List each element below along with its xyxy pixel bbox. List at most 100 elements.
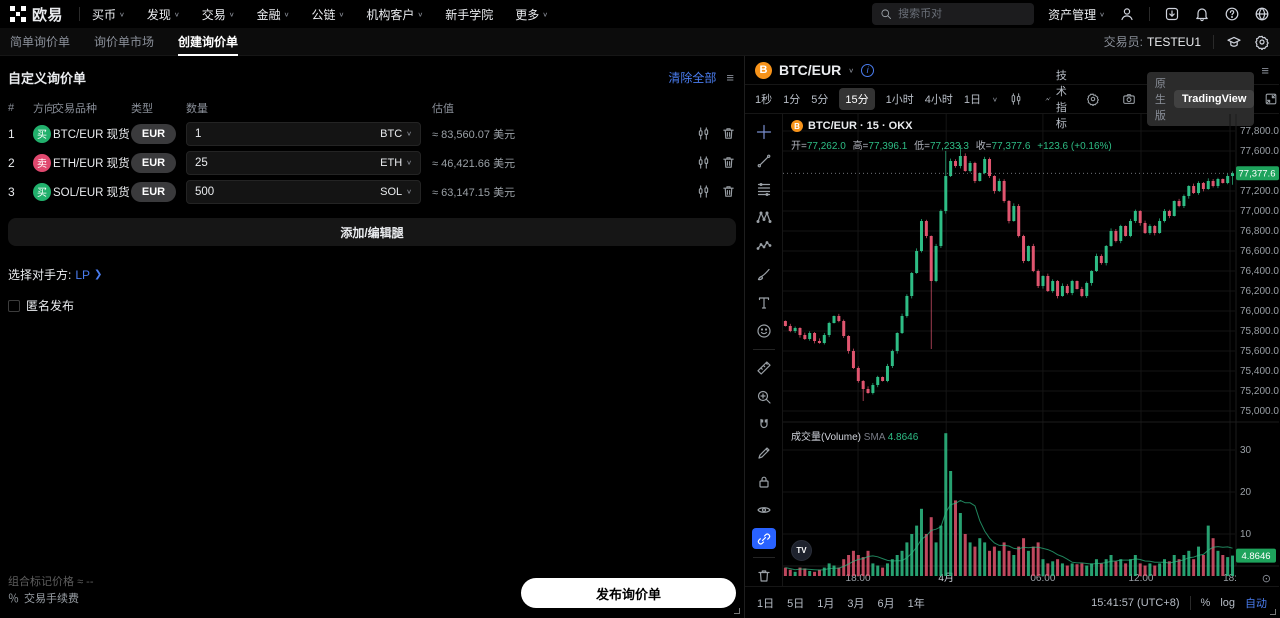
type-pill[interactable]: EUR xyxy=(131,123,176,144)
percent-scale-button[interactable]: % xyxy=(1200,596,1211,609)
search-input[interactable] xyxy=(898,8,1009,20)
panel-menu-icon[interactable]: ≡ xyxy=(726,70,734,85)
pair-selector[interactable]: ETH/EUR 现货❯ xyxy=(53,155,143,171)
fib-retracement-tool[interactable] xyxy=(752,179,776,199)
chevron-down-icon[interactable]: ∨ xyxy=(992,95,998,103)
trend-line-tool[interactable] xyxy=(752,150,776,170)
download-app-icon[interactable] xyxy=(1164,6,1180,22)
asset-management-menu[interactable]: 资产管理 ∨ xyxy=(1048,7,1105,22)
delete-trash-icon[interactable] xyxy=(721,126,736,141)
chevron-down-icon: ∨ xyxy=(406,187,412,196)
tab-simple-rfq[interactable]: 简单询价单 xyxy=(10,35,71,49)
unit-select[interactable]: ETH ∨ xyxy=(380,156,412,169)
nav-item-discover[interactable]: 发现 ∨ xyxy=(146,7,180,22)
user-icon[interactable] xyxy=(1119,6,1135,22)
ruler-tool[interactable] xyxy=(752,358,776,378)
publish-rfq-button[interactable]: 发布询价单 xyxy=(521,578,736,608)
nav-item-institutional[interactable]: 机构客户 ∨ xyxy=(366,7,424,22)
screenshot-camera-icon[interactable] xyxy=(1122,92,1136,106)
nav-item-chain[interactable]: 公链 ∨ xyxy=(311,7,345,22)
pair-selector[interactable]: BTC/EUR 现货❯ xyxy=(53,126,143,142)
nav-item-academy[interactable]: 新手学院 xyxy=(445,7,494,22)
clear-all-button[interactable]: 清除全部 xyxy=(668,71,717,85)
trader-cap-icon[interactable] xyxy=(1226,34,1242,50)
remove-drawings-trash-tool[interactable] xyxy=(752,566,776,586)
candles-icon[interactable] xyxy=(696,184,711,199)
log-scale-button[interactable]: log xyxy=(1220,596,1235,609)
elliott-wave-tool[interactable] xyxy=(752,236,776,256)
amount-input[interactable] xyxy=(195,185,381,198)
type-pill[interactable]: EUR xyxy=(131,181,176,202)
tf-5m[interactable]: 5分 xyxy=(811,94,829,106)
amount-input[interactable] xyxy=(195,127,381,140)
indicators-button[interactable]: 技术指标 xyxy=(1045,67,1075,131)
pair-selector[interactable]: SOL/EUR 现货❯ xyxy=(53,184,143,200)
info-icon[interactable]: i xyxy=(861,63,875,77)
chart-resize-handle[interactable] xyxy=(1270,609,1276,615)
unit-select[interactable]: SOL ∨ xyxy=(380,185,412,198)
anonymous-checkbox[interactable] xyxy=(8,299,20,312)
candles-icon[interactable] xyxy=(696,126,711,141)
notifications-bell-icon[interactable] xyxy=(1194,6,1210,22)
chevron-down-icon[interactable]: ∨ xyxy=(848,66,855,74)
emoji-tool[interactable] xyxy=(752,321,776,341)
text-tool[interactable] xyxy=(752,292,776,312)
nav-item-more[interactable]: 更多 ∨ xyxy=(515,7,549,22)
nav-item-buy[interactable]: 买币 ∨ xyxy=(92,7,125,22)
scroll-to-realtime-icon[interactable]: ⊙ xyxy=(1261,573,1271,585)
tf-1h[interactable]: 1小时 xyxy=(885,94,914,106)
amount-input[interactable] xyxy=(195,156,381,169)
chart-menu-icon[interactable]: ≡ xyxy=(1261,62,1269,78)
range-6mo[interactable]: 6月 xyxy=(877,597,895,610)
brush-tool[interactable] xyxy=(752,264,776,284)
clock[interactable]: 15:41:57 (UTC+8) xyxy=(1091,596,1180,609)
unit-select[interactable]: BTC ∨ xyxy=(380,127,412,140)
range-1d[interactable]: 1日 xyxy=(757,597,775,610)
range-1mo[interactable]: 1月 xyxy=(817,597,835,610)
tab-create-rfq[interactable]: 创建询价单 xyxy=(178,28,239,56)
crosshair-tool[interactable] xyxy=(752,122,776,142)
okx-logo[interactable]: 欧易 xyxy=(10,4,63,25)
chart-toolbar: 1秒 1分 5分 15分 1小时 4小时 1日 ∨ 技术指标 xyxy=(745,70,1279,130)
tf-4h[interactable]: 4小时 xyxy=(924,94,953,106)
tf-1m[interactable]: 1分 xyxy=(783,94,801,106)
delete-trash-icon[interactable] xyxy=(721,184,736,199)
candle-style-icon[interactable] xyxy=(1009,92,1023,106)
expand-icon[interactable] xyxy=(1264,92,1278,106)
tf-1d[interactable]: 1日 xyxy=(963,94,981,106)
help-icon[interactable] xyxy=(1224,6,1240,22)
add-edit-legs-button[interactable]: 添加/编辑腿 xyxy=(8,218,736,246)
eye-tool[interactable] xyxy=(752,500,776,520)
col-amount: 数量 xyxy=(186,103,208,115)
link-tool[interactable] xyxy=(751,528,776,549)
range-5d[interactable]: 5日 xyxy=(787,597,805,610)
lock-tool[interactable] xyxy=(752,472,776,492)
xabcd-pattern-tool[interactable] xyxy=(752,207,776,227)
type-pill[interactable]: EUR xyxy=(131,152,176,173)
tab-rfq-market[interactable]: 询价单市场 xyxy=(94,35,155,49)
chart-canvas[interactable]: B BTC/EUR · 15 · OKX 开=77,262.0 高=77,396… xyxy=(783,114,1279,586)
nav-item-finance[interactable]: 金融 ∨ xyxy=(256,7,290,22)
tf-1s[interactable]: 1秒 xyxy=(755,94,773,106)
language-globe-icon[interactable] xyxy=(1254,6,1270,22)
magnet-tool[interactable] xyxy=(752,415,776,435)
leg-row: 3 买 SOL/EUR 现货❯ EUR SOL∨ ≈ 63,147.15 美元 xyxy=(0,177,744,206)
delete-trash-icon[interactable] xyxy=(721,155,736,170)
auto-scale-button[interactable]: 自动 xyxy=(1245,597,1267,610)
svg-text:10: 10 xyxy=(1240,529,1252,540)
candles-icon[interactable] xyxy=(696,155,711,170)
draw-pencil-tool[interactable] xyxy=(752,443,776,463)
range-3mo[interactable]: 3月 xyxy=(847,597,865,610)
settings-gear-icon[interactable] xyxy=(1254,34,1270,50)
native-version-button[interactable]: 原生版 xyxy=(1154,78,1166,122)
tf-15m[interactable]: 15分 xyxy=(839,88,875,110)
range-1y[interactable]: 1年 xyxy=(907,597,925,610)
panel-resize-handle[interactable] xyxy=(734,608,740,614)
tradingview-logo[interactable]: TV xyxy=(791,540,812,561)
chart-settings-gear-icon[interactable] xyxy=(1086,92,1100,106)
tradingview-button[interactable]: TradingView xyxy=(1173,90,1255,108)
counterparty-value[interactable]: LP xyxy=(75,267,91,282)
nav-item-trade[interactable]: 交易 ∨ xyxy=(201,7,235,22)
search-box[interactable] xyxy=(872,3,1035,25)
zoom-in-tool[interactable] xyxy=(752,386,776,406)
